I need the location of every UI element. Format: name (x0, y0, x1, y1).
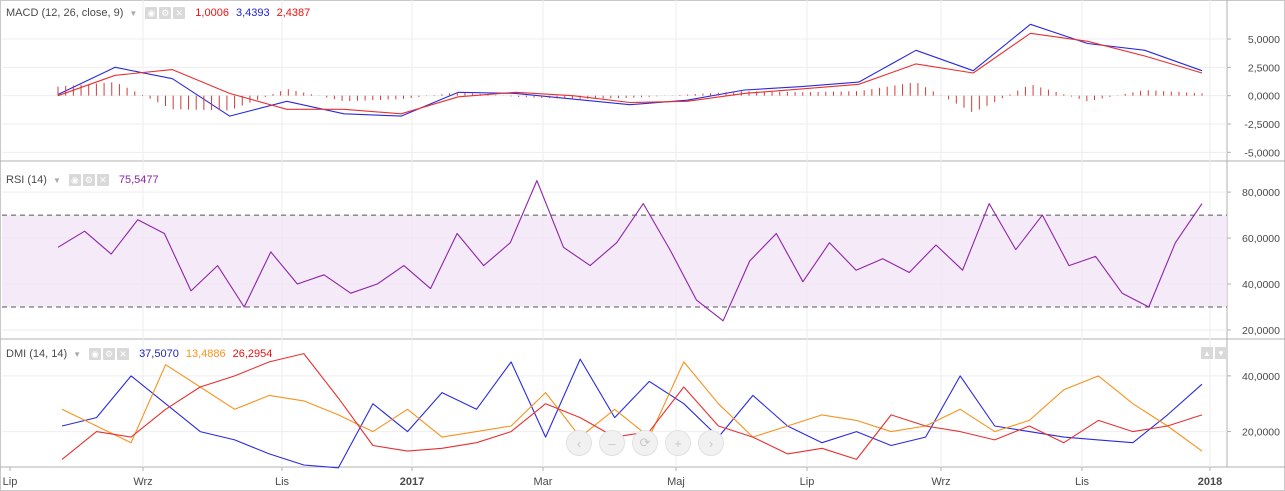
eye-icon[interactable]: ◉ (89, 348, 102, 360)
time-tick-label: Lis (1075, 476, 1090, 488)
dmi-legend: DMI (14, 14) ▼ ◉ ⚙ ✕ 37,5070 13,4886 26,… (6, 346, 275, 362)
time-tick-label: Lip (3, 476, 18, 488)
rsi-legend: RSI (14) ▼ ◉ ⚙ ✕ 75,5477 (6, 172, 162, 188)
y-tick-label: 5,0000 (1248, 34, 1280, 46)
y-tick-label: 20,0000 (1242, 427, 1280, 439)
maximize-icon[interactable]: ▲ (1201, 347, 1213, 359)
reset-button[interactable]: ⟳ (632, 430, 658, 456)
rsi-value: 75,5477 (118, 174, 159, 186)
eye-icon[interactable]: ◉ (145, 7, 158, 19)
series-line (57, 32, 1203, 115)
scroll-left-button[interactable]: ‹ (566, 430, 592, 456)
gear-icon[interactable]: ⚙ (82, 174, 95, 186)
y-tick-label: -5,0000 (1244, 147, 1280, 159)
series-line (57, 23, 1203, 117)
dmi-value-plus: 37,5070 (139, 348, 179, 360)
macd-value-signal: 2,4387 (276, 7, 311, 19)
y-tick-label: 2,5000 (1248, 62, 1280, 74)
macd-value-macd: 3,4393 (235, 7, 270, 19)
y-tick-label: 60,0000 (1242, 233, 1280, 245)
time-tick-label: 2018 (1198, 476, 1222, 488)
dmi-value-minus: 13,4886 (185, 348, 226, 360)
eye-icon[interactable]: ◉ (68, 174, 81, 186)
zoom-in-button[interactable]: + (665, 430, 691, 456)
y-tick-label: 40,0000 (1242, 371, 1280, 383)
y-tick-label: -2,5000 (1244, 119, 1280, 131)
chevron-down-icon[interactable]: ▼ (129, 8, 138, 18)
time-tick-label: Lip (800, 476, 815, 488)
time-tick-label: Maj (667, 476, 685, 488)
rsi-name: RSI (14) (6, 174, 47, 186)
y-tick-label: 20,0000 (1242, 325, 1280, 337)
scroll-right-button[interactable]: › (698, 430, 724, 456)
dmi-value-adx: 26,2954 (232, 348, 273, 360)
y-tick-label: 0,0000 (1248, 91, 1280, 103)
series-line (57, 180, 1203, 322)
time-tick-label: 2017 (400, 476, 424, 488)
pane-controls: ▲ ▼ (1201, 347, 1227, 359)
series-line (61, 358, 1203, 469)
navigation-bar: ‹ – ⟳ + › (566, 430, 724, 456)
series-line (61, 353, 1203, 460)
y-tick-label: 80,0000 (1242, 187, 1280, 199)
chevron-down-icon[interactable]: ▼ (73, 349, 82, 359)
gear-icon[interactable]: ⚙ (159, 7, 172, 19)
zoom-out-button[interactable]: – (599, 430, 625, 456)
macd-value-hist: 1,0006 (195, 7, 229, 19)
macd-legend: MACD (12, 26, close, 9) ▼ ◉ ⚙ ✕ 1,0006 3… (6, 5, 313, 21)
time-tick-label: Wrz (931, 476, 950, 488)
macd-name: MACD (12, 26, close, 9) (6, 7, 124, 19)
gear-icon[interactable]: ⚙ (103, 348, 116, 360)
rsi-band (2, 215, 1227, 308)
close-icon[interactable]: ✕ (96, 174, 109, 186)
close-icon[interactable]: ✕ (117, 348, 130, 360)
y-tick-label: 40,0000 (1242, 279, 1280, 291)
time-tick-label: Wrz (133, 476, 152, 488)
minimize-icon[interactable]: ▼ (1215, 347, 1227, 359)
time-tick-label: Mar (534, 476, 553, 488)
close-icon[interactable]: ✕ (173, 7, 186, 19)
series-line (61, 361, 1203, 452)
dmi-name: DMI (14, 14) (6, 348, 68, 360)
chevron-down-icon[interactable]: ▼ (52, 175, 61, 185)
time-tick-label: Lis (275, 476, 290, 488)
